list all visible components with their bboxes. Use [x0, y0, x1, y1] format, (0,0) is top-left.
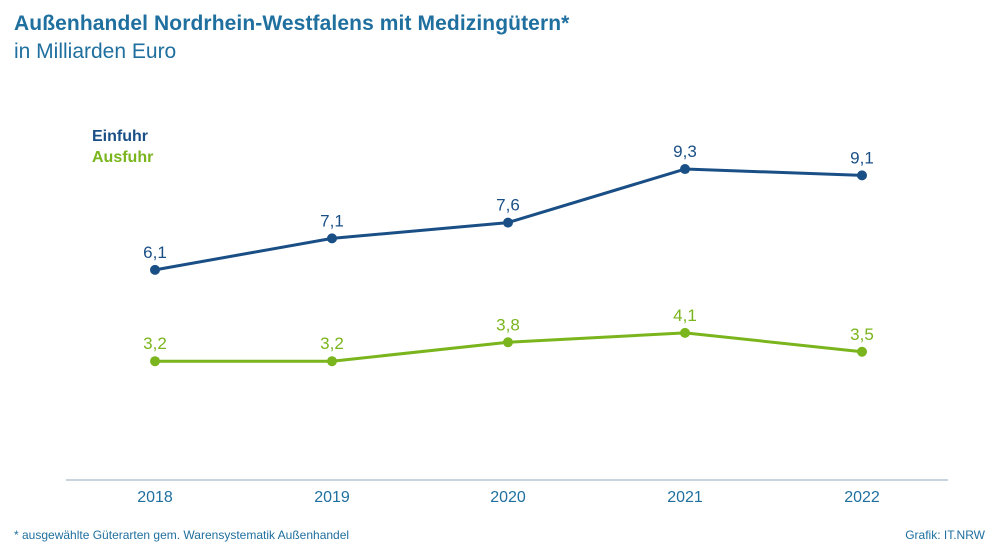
- x-tick-label: 2018: [137, 489, 173, 506]
- x-tick-label: 2021: [667, 489, 703, 506]
- data-label-einfuhr: 9,3: [673, 142, 697, 161]
- data-point-ausfuhr: [150, 356, 160, 367]
- data-point-einfuhr: [150, 264, 160, 275]
- data-label-ausfuhr: 3,2: [320, 334, 344, 353]
- x-axis-ticks: 2018 2019 2020 2021 2022: [137, 489, 880, 506]
- footnote: * ausgewählte Güterarten gem. Warensyste…: [14, 528, 350, 542]
- series-group: 6,1 7,1 7,6 9,3 9,1 3,2 3,2 3,8 4,1 3,5: [143, 142, 874, 367]
- data-point-einfuhr: [857, 170, 867, 181]
- chart-title: Außenhandel Nordrhein-Westfalens mit Med…: [14, 12, 570, 35]
- data-point-ausfuhr: [327, 356, 337, 367]
- data-point-einfuhr: [680, 164, 690, 175]
- data-label-einfuhr: 6,1: [143, 243, 167, 262]
- x-tick-label: 2019: [314, 489, 350, 506]
- data-label-ausfuhr: 3,2: [143, 334, 167, 353]
- data-label-einfuhr: 7,6: [496, 196, 520, 215]
- legend: Einfuhr Ausfuhr: [92, 128, 153, 166]
- data-label-ausfuhr: 3,8: [496, 315, 520, 334]
- legend-einfuhr: Einfuhr: [92, 128, 148, 145]
- data-label-ausfuhr: 4,1: [673, 306, 697, 325]
- data-label-ausfuhr: 3,5: [850, 325, 874, 344]
- chart-subtitle: in Milliarden Euro: [14, 40, 177, 63]
- legend-ausfuhr: Ausfuhr: [92, 149, 153, 166]
- data-label-einfuhr: 7,1: [320, 211, 344, 230]
- data-point-einfuhr: [503, 217, 513, 228]
- data-point-ausfuhr: [503, 337, 513, 348]
- x-tick-label: 2020: [490, 489, 526, 506]
- data-point-einfuhr: [327, 233, 337, 244]
- source-credit: Grafik: IT.NRW: [905, 528, 985, 542]
- data-point-ausfuhr: [680, 327, 690, 338]
- data-label-einfuhr: 9,1: [850, 148, 874, 167]
- data-point-ausfuhr: [857, 346, 867, 357]
- x-tick-label: 2022: [844, 489, 880, 506]
